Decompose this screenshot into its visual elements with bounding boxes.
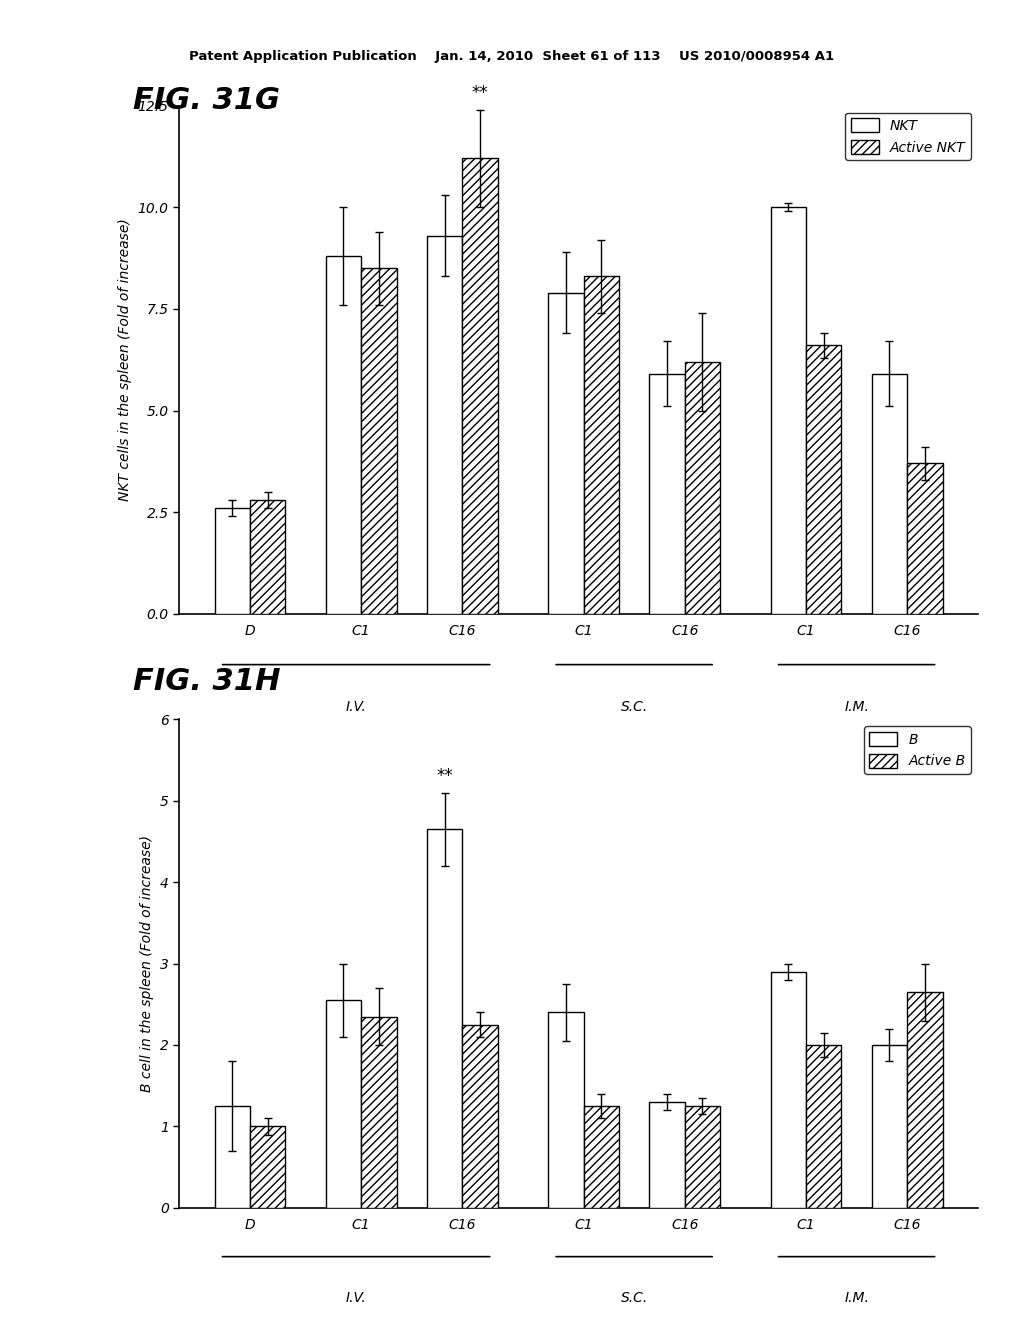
Bar — [462, 1024, 498, 1208]
Bar — [548, 1012, 584, 1208]
Bar — [871, 1045, 907, 1208]
Bar — [649, 1102, 685, 1208]
Bar — [771, 207, 806, 614]
Y-axis label: NKT cells in the spleen (Fold of increase): NKT cells in the spleen (Fold of increas… — [118, 218, 132, 502]
Bar — [907, 463, 942, 614]
Text: FIG. 31G: FIG. 31G — [133, 86, 281, 115]
Bar — [871, 374, 907, 614]
Bar — [361, 1016, 396, 1208]
Bar — [548, 293, 584, 614]
Bar — [326, 256, 361, 614]
Legend: B, Active B: B, Active B — [864, 726, 971, 774]
Bar — [326, 1001, 361, 1208]
Bar — [907, 993, 942, 1208]
Text: I.V.: I.V. — [346, 1291, 367, 1305]
Bar — [361, 268, 396, 614]
Text: **: ** — [436, 767, 453, 785]
Bar — [250, 1126, 286, 1208]
Text: Patent Application Publication    Jan. 14, 2010  Sheet 61 of 113    US 2010/0008: Patent Application Publication Jan. 14, … — [189, 50, 835, 63]
Y-axis label: B cell in the spleen (Fold of increase): B cell in the spleen (Fold of increase) — [140, 836, 155, 1092]
Text: **: ** — [472, 84, 488, 102]
Bar — [250, 500, 286, 614]
Bar — [427, 236, 462, 614]
Bar — [685, 1106, 720, 1208]
Bar — [427, 829, 462, 1208]
Bar — [584, 276, 618, 614]
Bar — [584, 1106, 618, 1208]
Text: I.M.: I.M. — [844, 700, 869, 714]
Bar — [215, 508, 250, 614]
Legend: NKT, Active NKT: NKT, Active NKT — [846, 112, 971, 160]
Bar — [806, 346, 842, 614]
Text: I.M.: I.M. — [844, 1291, 869, 1305]
Text: FIG. 31H: FIG. 31H — [133, 667, 281, 696]
Bar — [215, 1106, 250, 1208]
Text: I.V.: I.V. — [346, 700, 367, 714]
Bar — [771, 972, 806, 1208]
Bar — [806, 1045, 842, 1208]
Bar — [685, 362, 720, 614]
Bar — [462, 158, 498, 614]
Bar — [649, 374, 685, 614]
Text: S.C.: S.C. — [621, 1291, 648, 1305]
Text: S.C.: S.C. — [621, 700, 648, 714]
